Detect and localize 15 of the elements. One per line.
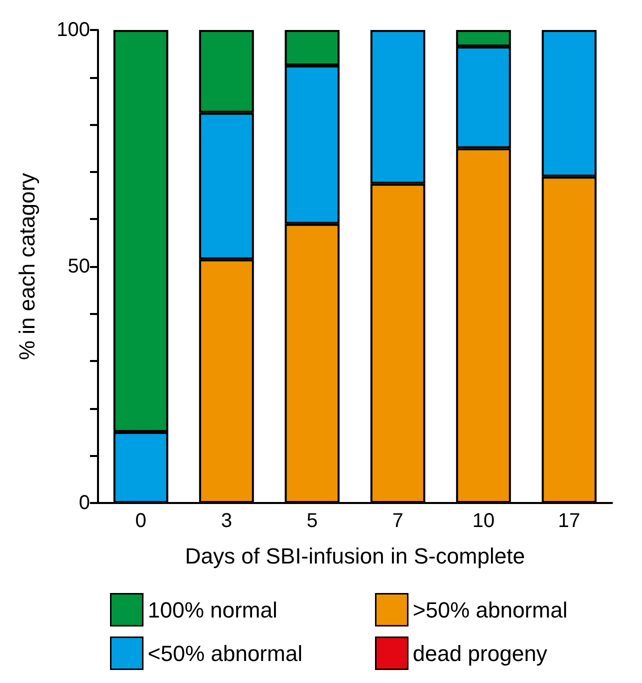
legend-label: >50% abnormal	[412, 597, 568, 622]
x-tick-label: 3	[220, 510, 232, 532]
y-tick-label: 100	[56, 19, 90, 41]
legend-label: dead progeny	[412, 640, 548, 666]
x-tick-label: 5	[306, 510, 318, 532]
y-tick-label: 0	[78, 492, 90, 514]
x-tick-label: 7	[392, 510, 404, 532]
legend-label: 100% normal	[148, 597, 278, 622]
y-axis-title: % in each catagory	[14, 172, 40, 360]
x-axis-title: Days of SBI-infusion in S-complete	[185, 544, 525, 568]
x-tick-label: 17	[558, 510, 580, 532]
y-tick-label: 50	[68, 256, 90, 278]
legend-label: <50% abnormal	[148, 640, 302, 666]
x-tick-label: 0	[135, 510, 146, 532]
x-tick-label: 10	[472, 510, 495, 532]
